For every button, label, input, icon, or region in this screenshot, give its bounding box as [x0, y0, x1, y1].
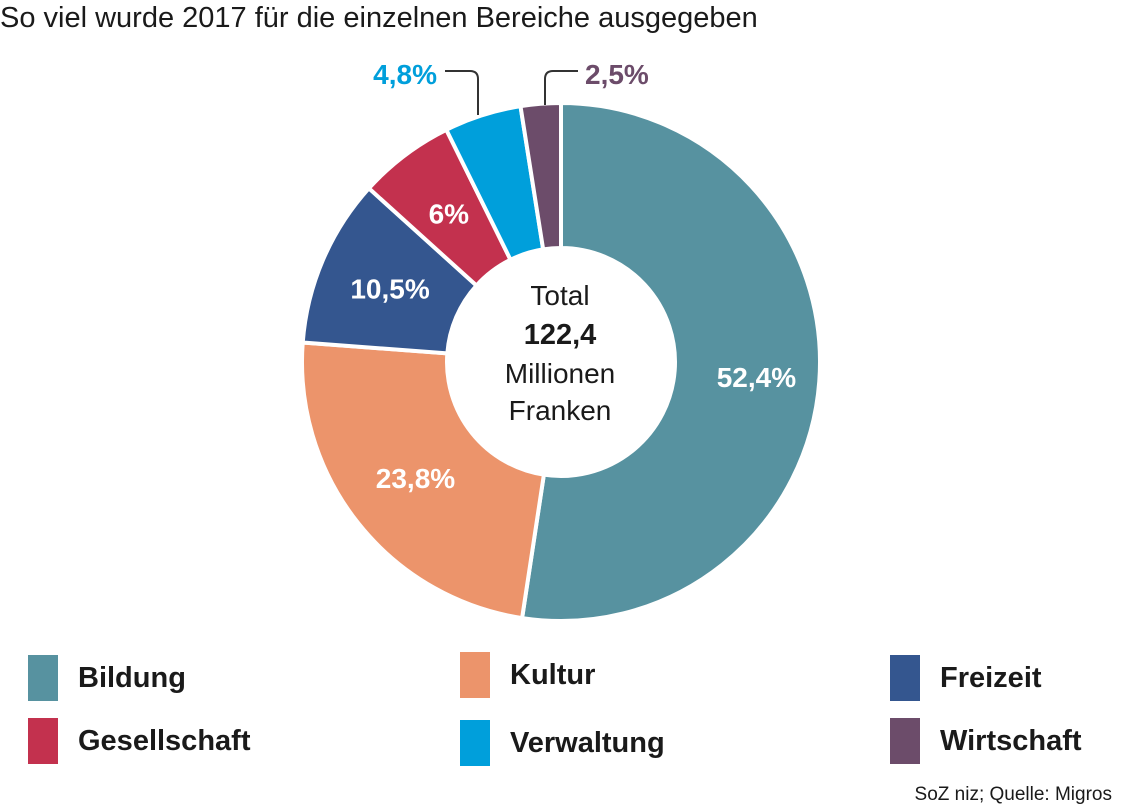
leader-line-verwaltung	[445, 70, 479, 115]
leader-line-wirtschaft	[544, 70, 578, 105]
legend-item-verwaltung: Verwaltung	[460, 720, 665, 766]
center-unit-line1: Millionen	[505, 358, 616, 389]
legend-label: Gesellschaft	[78, 724, 251, 757]
slice-bildung	[519, 100, 822, 623]
data-label-bildung: 52,4%	[717, 362, 796, 393]
center-total-label: Total	[530, 280, 589, 311]
legend-label: Freizeit	[940, 661, 1042, 694]
chart-title: So viel wurde 2017 für die einzelnen Ber…	[0, 2, 758, 34]
slice-kultur	[300, 340, 547, 621]
legend-swatch	[460, 720, 490, 766]
slice-wirtschaft	[518, 100, 563, 252]
legend-swatch	[28, 655, 58, 701]
legend-item-wirtschaft: Wirtschaft	[890, 718, 1082, 764]
data-label-freizeit: 10,5%	[350, 274, 429, 305]
legend-label: Bildung	[78, 661, 186, 694]
center-unit-line2: Franken	[509, 395, 612, 426]
legend-item-freizeit: Freizeit	[890, 655, 1042, 701]
source-note: SoZ niz; Quelle: Migros	[914, 784, 1112, 805]
center-total-value: 122,4	[524, 319, 597, 351]
legend-swatch	[890, 718, 920, 764]
legend-swatch	[460, 652, 490, 698]
legend-label: Kultur	[510, 658, 596, 691]
data-label-gesellschaft: 6%	[429, 199, 470, 230]
legend-swatch	[890, 655, 920, 701]
legend-label: Verwaltung	[510, 726, 665, 759]
data-label-wirtschaft: 2,5%	[585, 59, 649, 90]
legend-label: Wirtschaft	[940, 724, 1082, 757]
data-label-kultur: 23,8%	[376, 463, 455, 494]
legend-swatch	[28, 718, 58, 764]
legend-item-gesellschaft: Gesellschaft	[28, 718, 250, 764]
data-label-verwaltung: 4,8%	[373, 59, 437, 90]
legend-item-bildung: Bildung	[28, 655, 186, 701]
legend-item-kultur: Kultur	[460, 652, 595, 698]
